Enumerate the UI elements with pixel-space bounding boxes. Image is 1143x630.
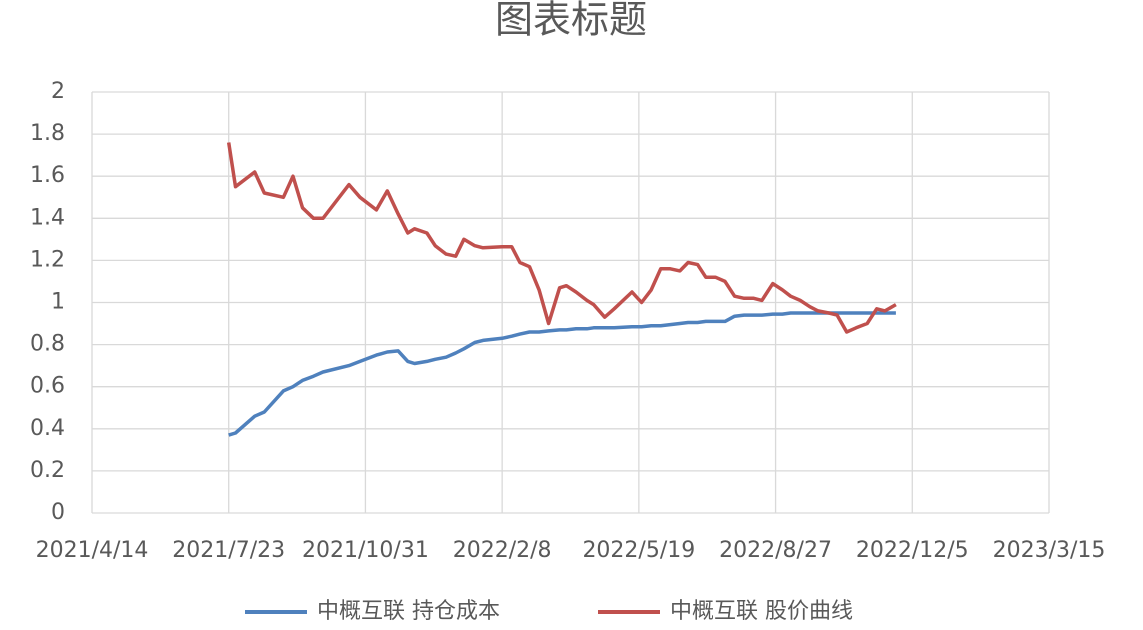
x-tick-label: 2022/5/19 [582,538,695,563]
legend-label: 中概互联 股价曲线 [670,599,853,624]
y-tick-label: 2 [51,79,65,104]
y-tick-label: 1 [51,290,65,315]
series-line [228,311,896,437]
y-tick-label: 0 [51,500,65,525]
x-tick-label: 2021/7/23 [172,538,285,563]
legend-label: 中概互联 持仓成本 [317,599,500,624]
x-tick-label: 2022/2/8 [453,538,552,563]
chart-title: 图表标题 [495,0,647,42]
y-tick-label: 1.8 [30,121,65,146]
y-tick-label: 1.2 [30,247,65,272]
x-tick-label: 2022/12/5 [856,538,969,563]
y-tick-label: 0.4 [30,416,65,441]
x-tick-label: 2023/3/15 [993,538,1106,563]
series-line [226,142,897,334]
x-tick-label: 2021/10/31 [302,538,429,563]
y-tick-label: 1.4 [30,205,65,230]
x-tick-label: 2021/4/14 [36,538,149,563]
y-tick-label: 0.8 [30,332,65,357]
x-tick-label: 2022/8/27 [719,538,832,563]
y-tick-label: 0.6 [30,374,65,399]
y-tick-label: 0.2 [30,458,65,483]
y-tick-label: 1.6 [30,163,65,188]
